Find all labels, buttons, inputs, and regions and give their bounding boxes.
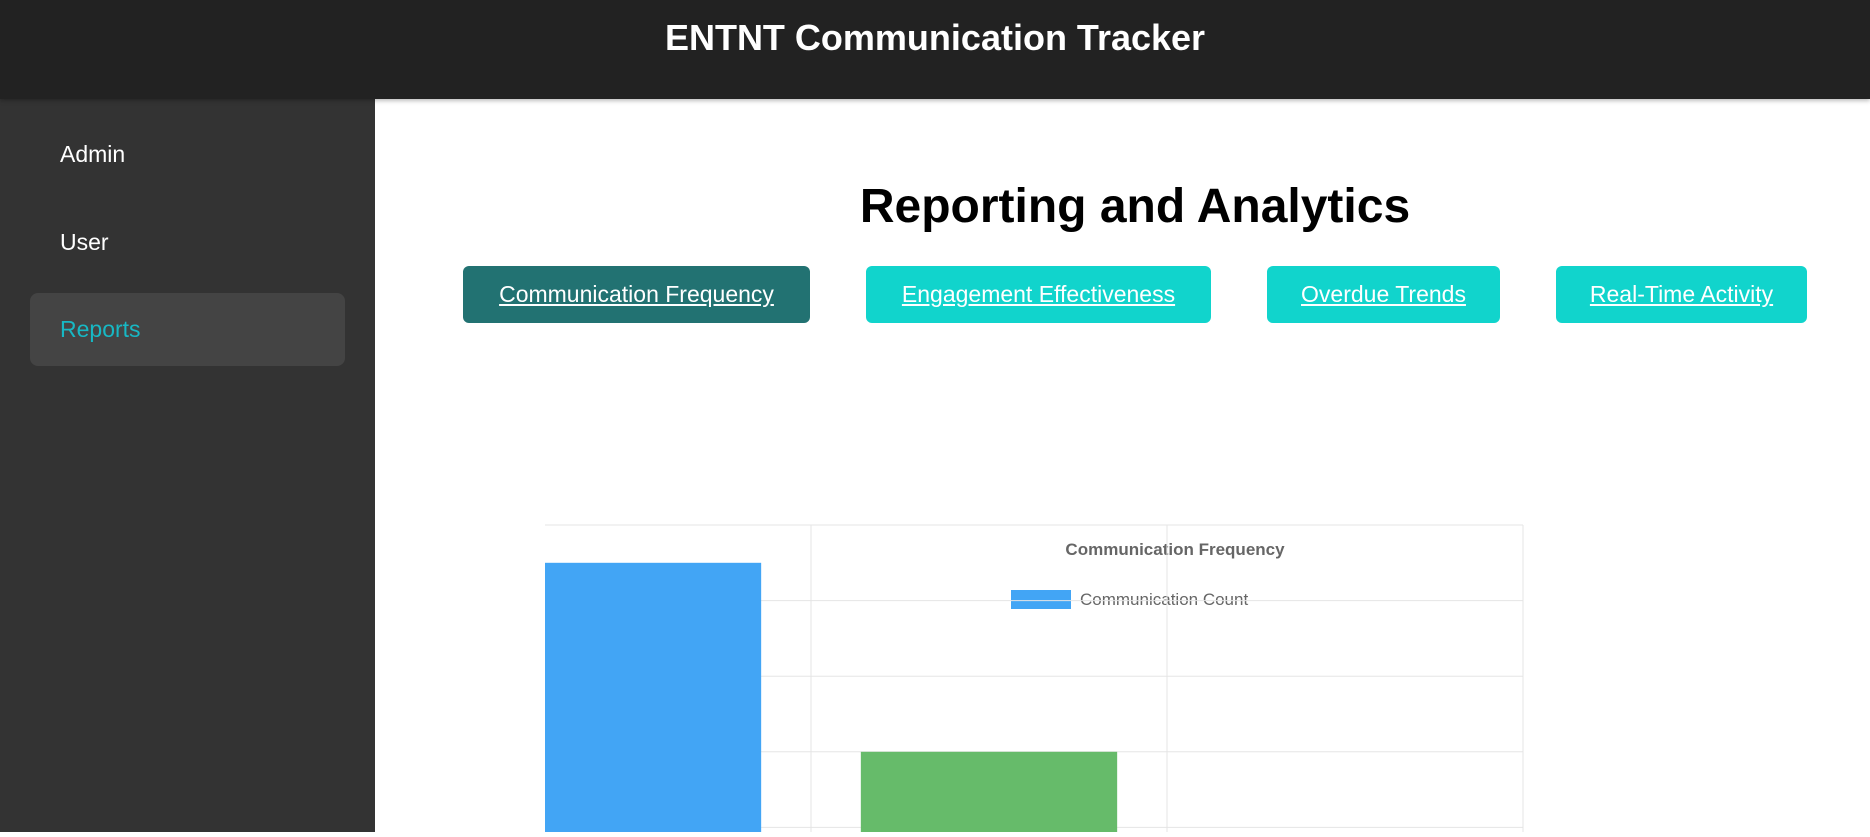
tab-engagement-effectiveness[interactable]: Engagement Effectiveness [866,266,1211,323]
chart-bars [504,562,1118,837]
sidebar-item-label: Reports [60,316,141,342]
tab-overdue-trends[interactable]: Overdue Trends [1267,266,1500,323]
sidebar-item-admin[interactable]: Admin [30,118,345,191]
page-title: Reporting and Analytics [859,180,1411,233]
main-content: Reporting and Analytics Communication Fr… [375,99,1870,837]
chart-svg: Communication Frequency Communication Co… [414,518,1524,837]
tab-communication-frequency[interactable]: Communication Frequency [463,266,810,323]
sidebar-item-label: User [60,229,109,255]
tab-real-time-activity[interactable]: Real-Time Activity [1556,266,1807,323]
sidebar-item-user[interactable]: User [30,206,345,279]
app-header: ENTNT Communication Tracker [0,0,1870,99]
sidebar: Admin User Reports [0,87,375,832]
sidebar-item-label: Admin [60,141,126,167]
bar[interactable] [504,562,762,837]
chart-title: Communication Frequency [1065,540,1285,559]
bar[interactable] [860,751,1118,837]
communication-frequency-chart: Communication Frequency Communication Co… [414,429,1805,837]
sidebar-item-reports[interactable]: Reports [30,293,345,366]
legend-swatch [1011,590,1071,609]
app-title: ENTNT Communication Tracker [664,16,1206,58]
legend-label[interactable]: Communication Count [1080,590,1248,609]
